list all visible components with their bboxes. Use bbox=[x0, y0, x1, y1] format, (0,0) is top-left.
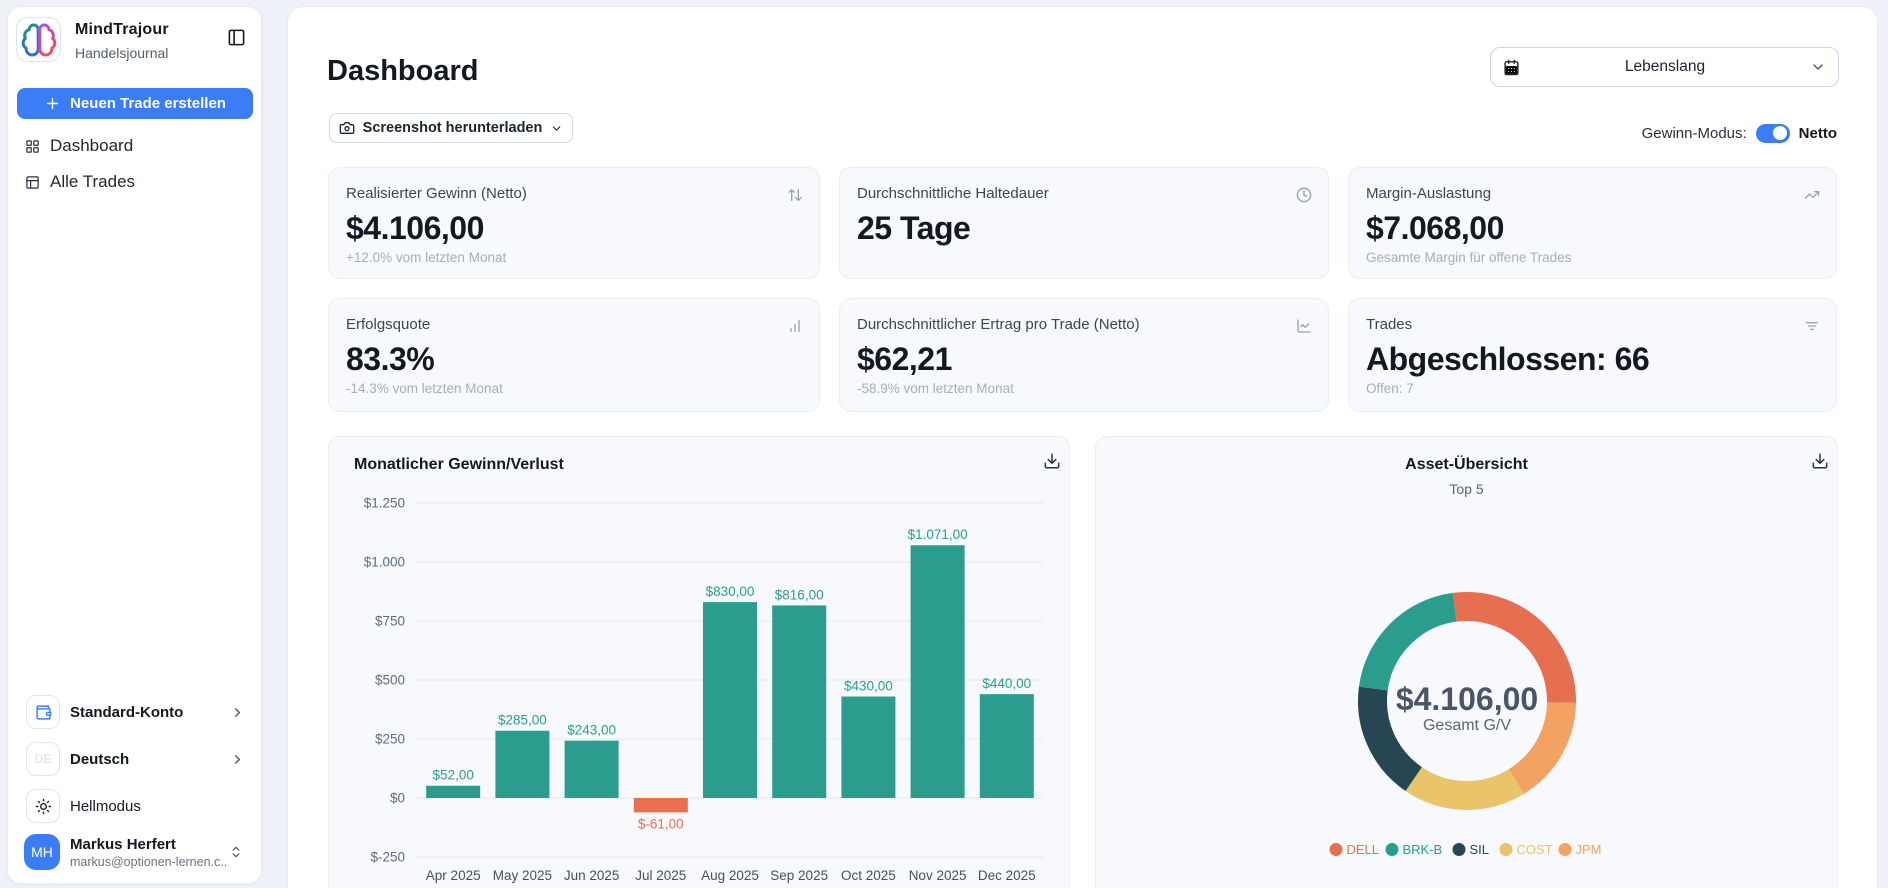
svg-text:Oct 2025: Oct 2025 bbox=[841, 868, 896, 883]
svg-text:Aug 2025: Aug 2025 bbox=[701, 868, 759, 883]
svg-text:$250: $250 bbox=[375, 732, 405, 747]
svg-text:JPM: JPM bbox=[1576, 842, 1602, 857]
svg-text:Nov 2025: Nov 2025 bbox=[909, 868, 967, 883]
svg-text:DELL: DELL bbox=[1347, 842, 1380, 857]
svg-text:Jul 2025: Jul 2025 bbox=[635, 868, 686, 883]
svg-text:Jun 2025: Jun 2025 bbox=[564, 868, 620, 883]
svg-text:$4.106,00: $4.106,00 bbox=[1396, 681, 1538, 717]
svg-text:$-250: $-250 bbox=[370, 850, 405, 865]
svg-text:$-61,00: $-61,00 bbox=[638, 816, 684, 831]
svg-text:COST: COST bbox=[1517, 842, 1553, 857]
svg-text:Dec 2025: Dec 2025 bbox=[978, 868, 1036, 883]
svg-text:Gesamt G/V: Gesamt G/V bbox=[1423, 717, 1511, 734]
svg-text:Sep 2025: Sep 2025 bbox=[770, 868, 828, 883]
svg-text:$1.250: $1.250 bbox=[364, 496, 405, 511]
svg-text:$1.000: $1.000 bbox=[364, 555, 405, 570]
svg-text:BRK-B: BRK-B bbox=[1403, 842, 1443, 857]
svg-text:$830,00: $830,00 bbox=[706, 584, 755, 599]
svg-text:$500: $500 bbox=[375, 673, 405, 688]
svg-text:May 2025: May 2025 bbox=[493, 868, 552, 883]
svg-text:$0: $0 bbox=[390, 791, 405, 806]
svg-text:$750: $750 bbox=[375, 614, 405, 629]
svg-text:$816,00: $816,00 bbox=[775, 587, 824, 602]
svg-text:Apr 2025: Apr 2025 bbox=[426, 868, 481, 883]
svg-text:$1.071,00: $1.071,00 bbox=[908, 527, 968, 542]
svg-text:SIL: SIL bbox=[1470, 842, 1490, 857]
svg-text:$430,00: $430,00 bbox=[844, 679, 893, 694]
svg-text:$243,00: $243,00 bbox=[567, 723, 616, 738]
svg-text:$285,00: $285,00 bbox=[498, 713, 547, 728]
svg-text:$440,00: $440,00 bbox=[982, 676, 1031, 691]
svg-text:$52,00: $52,00 bbox=[433, 768, 474, 783]
